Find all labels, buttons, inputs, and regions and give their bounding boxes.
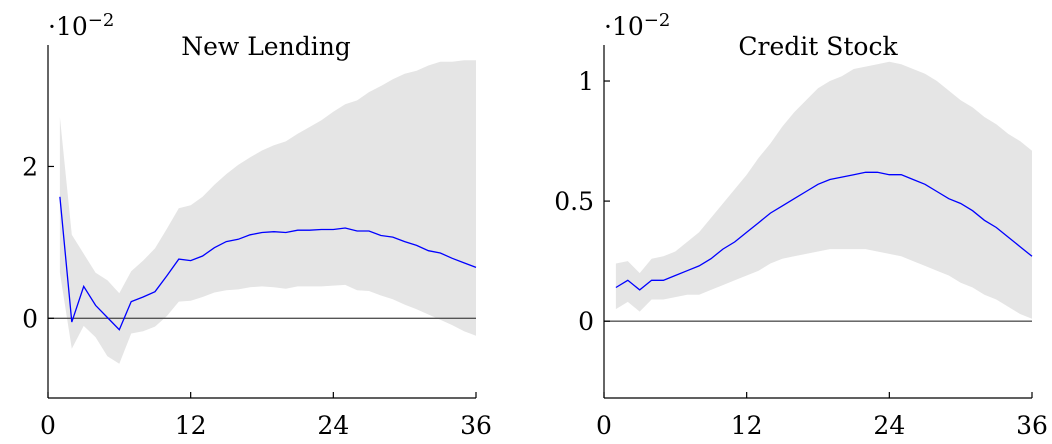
y-tick-label: 2 [22,152,38,181]
x-tick-label: 12 [731,411,763,440]
y-tick-label: 0.5 [554,187,594,216]
y-tick-label: 0 [22,304,38,333]
confidence-band [615,61,1032,319]
x-tick-label: 12 [175,411,207,440]
series-line [59,196,477,331]
chart-title: New Lending [181,32,351,61]
x-tick-label: 24 [873,411,905,440]
y-ticks: 02 [22,152,54,333]
scale-base: ·10 [48,12,88,41]
panel-credit-stock: 0 12 24 36 00.51 Credit Stock ·10−2 [554,10,1048,440]
scale-label: ·10−2 [604,10,670,41]
series-line [615,171,1033,291]
scale-base: ·10 [604,12,644,41]
scale-label: ·10−2 [48,10,114,41]
x-ticks: 0 12 24 36 [40,392,492,440]
scale-exponent: −2 [88,10,115,31]
x-tick-label: 36 [1016,411,1048,440]
chart-title: Credit Stock [738,32,898,61]
x-tick-label: 36 [460,411,492,440]
x-tick-label: 0 [40,411,56,440]
y-tick-label: 1 [578,67,594,96]
x-tick-label: 24 [317,411,349,440]
panel-new-lending: 0 12 24 36 02 New Lending ·10−2 [22,10,492,440]
x-ticks: 0 12 24 36 [596,392,1048,440]
y-ticks: 00.51 [554,67,610,336]
y-tick-label: 0 [578,307,594,336]
x-tick-label: 0 [596,411,612,440]
confidence-band [59,60,477,364]
scale-exponent: −2 [644,10,671,31]
